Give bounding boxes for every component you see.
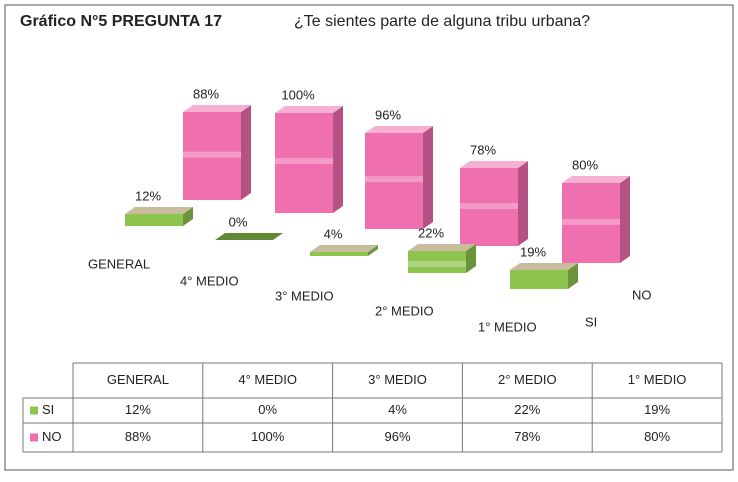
bar-top [310, 245, 378, 252]
table-header: 2° MEDIO [498, 372, 557, 387]
category-label: GENERAL [88, 256, 150, 271]
table-cell: 100% [251, 429, 285, 444]
bar-band [365, 176, 423, 183]
data-label: 12% [135, 188, 161, 203]
table-cell: 78% [514, 429, 540, 444]
bar-side [423, 126, 433, 229]
bar [510, 270, 568, 289]
data-label: 100% [281, 87, 315, 102]
category-label: 3° MEDIO [275, 288, 334, 303]
bar-top [183, 105, 251, 112]
bar-top [460, 161, 528, 168]
table-cell: 19% [644, 402, 670, 417]
bar-top [275, 106, 343, 113]
bar-band [183, 151, 241, 158]
bar-top [562, 176, 630, 183]
bar-side [241, 105, 251, 200]
bar-band [275, 158, 333, 164]
data-label: 4% [324, 226, 343, 241]
data-label: 78% [470, 142, 496, 157]
legend-swatch [30, 433, 38, 442]
bar-band [460, 203, 518, 210]
table-cell: 4% [388, 402, 407, 417]
data-label: 96% [375, 107, 401, 122]
chart-title: Gráfico N°5 PREGUNTA 17 [20, 13, 222, 30]
legend-label: SI [42, 402, 54, 417]
bar [310, 252, 368, 256]
bar-top [125, 207, 193, 214]
data-label: 19% [520, 244, 546, 259]
category-label: 1° MEDIO [478, 319, 537, 334]
table-header: 3° MEDIO [368, 372, 427, 387]
table-cell: 96% [384, 429, 410, 444]
bar-side [620, 176, 630, 263]
table-header: 4° MEDIO [238, 372, 297, 387]
bar-top [365, 126, 433, 133]
data-label: 0% [229, 214, 248, 229]
table-cell: 22% [514, 402, 540, 417]
data-label: 80% [572, 157, 598, 172]
data-label: 88% [193, 86, 219, 101]
category-label: 4° MEDIO [180, 273, 239, 288]
bar-side [466, 244, 476, 273]
bar-side [368, 245, 378, 256]
bar-top [408, 244, 476, 251]
bar-side [183, 207, 193, 226]
bar-side [518, 161, 528, 246]
bar-band [408, 260, 466, 267]
table-cell: 80% [644, 429, 670, 444]
table-cell: 88% [125, 429, 151, 444]
table-cell: 0% [258, 402, 277, 417]
legend-label: NO [42, 429, 62, 444]
chart-subtitle: ¿Te sientes parte de alguna tribu urbana… [294, 13, 590, 30]
series-axis-label: NO [632, 287, 652, 302]
table-header: GENERAL [107, 372, 169, 387]
bar-top [510, 263, 578, 270]
bar-band [562, 219, 620, 225]
bar-top [215, 233, 283, 240]
series-axis-label: SI [585, 314, 597, 329]
bar-side [333, 106, 343, 213]
category-label: 2° MEDIO [375, 303, 434, 318]
table-cell: 12% [125, 402, 151, 417]
data-label: 22% [418, 225, 444, 240]
bar-side [568, 263, 578, 289]
table-header: 1° MEDIO [628, 372, 687, 387]
bar [125, 214, 183, 226]
legend-swatch [30, 406, 38, 415]
